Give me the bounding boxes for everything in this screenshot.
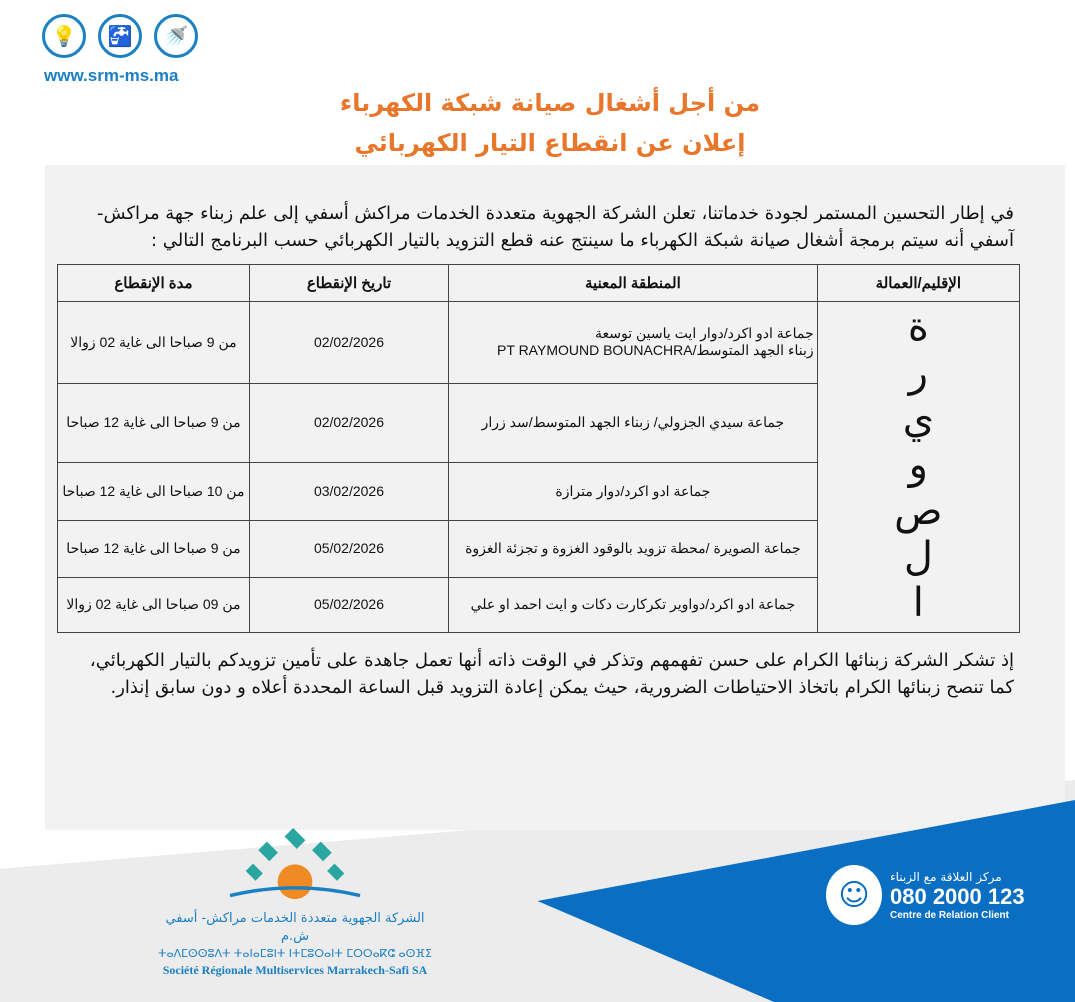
sanitation-icon: 🚿 bbox=[154, 14, 198, 58]
header-date: تاريخ الإنقطاع bbox=[248, 264, 450, 302]
hotline-label-fr: Centre de Relation Client bbox=[890, 909, 1009, 921]
header-area: المنطقة المعنية bbox=[448, 264, 818, 302]
province-cell: الصويرة bbox=[816, 301, 1021, 633]
area-line: جماعة ادو اكرد/دوار ايت ياسين توسعة bbox=[595, 325, 814, 342]
company-name-fr: Société Régionale Multiservices Marrakec… bbox=[162, 963, 428, 977]
table-row: جماعة ادو اكرد/دوار مترازة 03/02/2026 من… bbox=[57, 461, 1020, 521]
company-logo-icon bbox=[229, 827, 361, 900]
hotline-block: ☺ مركز العلاقة مع الزبناء 080 2000 123 C… bbox=[826, 865, 1025, 925]
title-line-1: من أجل أشغال صيانة شبكة الكهرباء bbox=[339, 89, 761, 117]
company-name-ar: الشركة الجهوية متعددة الخدمات مراكش- أسف… bbox=[165, 911, 425, 944]
intro-paragraph: في إطار التحسين المستمر لجودة خدماتنا، ت… bbox=[97, 203, 1014, 251]
water-tap-icon: 🚰 bbox=[98, 14, 142, 58]
date-cell: 03/02/2026 bbox=[248, 461, 450, 521]
table-row: جماعة الصويرة /محطة تزويد بالوقود الغزوة… bbox=[57, 519, 1020, 578]
date-cell: 02/02/2026 bbox=[248, 382, 450, 463]
duration-cell: من 9 صباحا الى غاية 12 صباحا bbox=[57, 519, 250, 578]
area-cell: جماعة الصويرة /محطة تزويد بالوقود الغزوة… bbox=[448, 519, 818, 578]
date-cell: 02/02/2026 bbox=[248, 301, 450, 384]
hotline-label-ar: مركز العلاقة مع الزبناء bbox=[890, 869, 1002, 884]
table-row: جماعة ادو اكرد/دواوير تكركارت دكات و ايت… bbox=[57, 576, 1020, 634]
area-line-2: زبناء الجهد المتوسط/PT RAYMOUND BOUNACHR… bbox=[497, 342, 814, 359]
duration-cell: من 9 صباحا الى غاية 12 صباحا bbox=[57, 382, 250, 463]
area-cell: جماعة سيدي الجزولي/ زبناء الجهد المتوسط/… bbox=[448, 382, 818, 463]
duration-cell: من 09 صباحا الى غاية 02 زوالا bbox=[57, 576, 250, 634]
hotline-number[interactable]: 080 2000 123 bbox=[890, 883, 1025, 909]
table-header-row: الإقليم/العمالة المنطقة المعنية تاريخ ال… bbox=[57, 264, 1021, 302]
outage-table: الإقليم/العمالة المنطقة المعنية تاريخ ال… bbox=[57, 264, 1021, 634]
duration-cell: من 10 صباحا الى غاية 12 صباحا bbox=[57, 461, 250, 521]
closing-paragraph: إذ تشكر الشركة زبنائها الكرام على حسن تف… bbox=[89, 650, 1014, 698]
duration-cell: من 9 صباحا الى غاية 02 زوالا bbox=[57, 301, 250, 384]
date-cell: 05/02/2026 bbox=[248, 519, 450, 578]
lightbulb-icon: 💡 bbox=[42, 14, 86, 58]
table-row: الصويرة جماعة ادو اكرد/دوار ايت ياسين تو… bbox=[57, 301, 1021, 633]
header-duration: مدة الإنقطاع bbox=[57, 264, 250, 302]
header-province: الإقليم/العمالة bbox=[816, 264, 1021, 302]
company-logo: الشركة الجهوية متعددة الخدمات مراكش- أسف… bbox=[150, 827, 440, 978]
content-flow: في إطار التحسين المستمر لجودة خدماتنا، ت… bbox=[57, 200, 1021, 701]
province-name: الصويرة bbox=[895, 304, 942, 626]
company-name-tifinagh: ⵜⴰⴷⵎⵙⵙⵓⴷⵜ ⵜⴰⵏⴰⵎⵓⵏⵜ ⵏⵜⵎⵓⵔⴰⵏⵜ ⵎⵔⵔⴰⴽⵛ ⴰⵙⴼⵉ bbox=[158, 947, 432, 960]
service-icons: 💡 🚰 🚿 bbox=[42, 14, 198, 58]
area-cell: جماعة ادو اكرد/دوار مترازة bbox=[448, 461, 818, 521]
area-cell: جماعة ادو اكرد/دواوير تكركارت دكات و ايت… bbox=[448, 576, 818, 634]
area-cell: جماعة ادو اكرد/دوار ايت ياسين توسعة زبناء… bbox=[448, 301, 818, 384]
table-row: جماعة سيدي الجزولي/ زبناء الجهد المتوسط/… bbox=[57, 382, 1020, 463]
title-line-2: إعلان عن انقطاع التيار الكهربائي bbox=[354, 129, 746, 157]
agent-headset-icon: ☺ bbox=[826, 865, 882, 925]
date-cell: 05/02/2026 bbox=[248, 576, 450, 634]
website-link[interactable]: www.srm-ms.ma bbox=[44, 66, 179, 85]
